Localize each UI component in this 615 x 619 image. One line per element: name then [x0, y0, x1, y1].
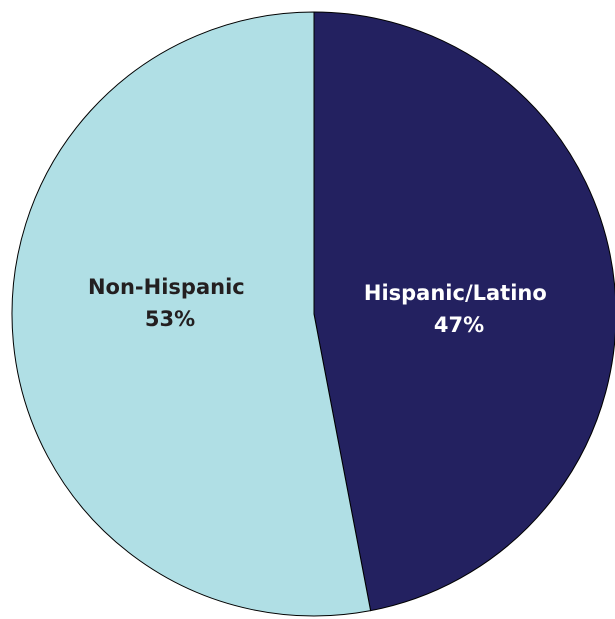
slice-name-hispanic-latino: Hispanic/Latino: [364, 281, 547, 305]
pie-slices: [11, 11, 615, 617]
slice-name-non-hispanic: Non-Hispanic: [88, 275, 245, 299]
slice-value-non-hispanic: 53%: [145, 307, 195, 331]
pie-slice-hispanic-latino: [313, 11, 615, 612]
slice-label-hispanic-latino: Hispanic/Latino 47%: [364, 281, 554, 337]
slice-value-hispanic-latino: 47%: [434, 313, 484, 337]
pie-labels: Hispanic/Latino 47% Non-Hispanic 53%: [88, 275, 554, 337]
pie-slice-non-hispanic: [11, 11, 372, 617]
slice-label-non-hispanic: Non-Hispanic 53%: [88, 275, 252, 331]
